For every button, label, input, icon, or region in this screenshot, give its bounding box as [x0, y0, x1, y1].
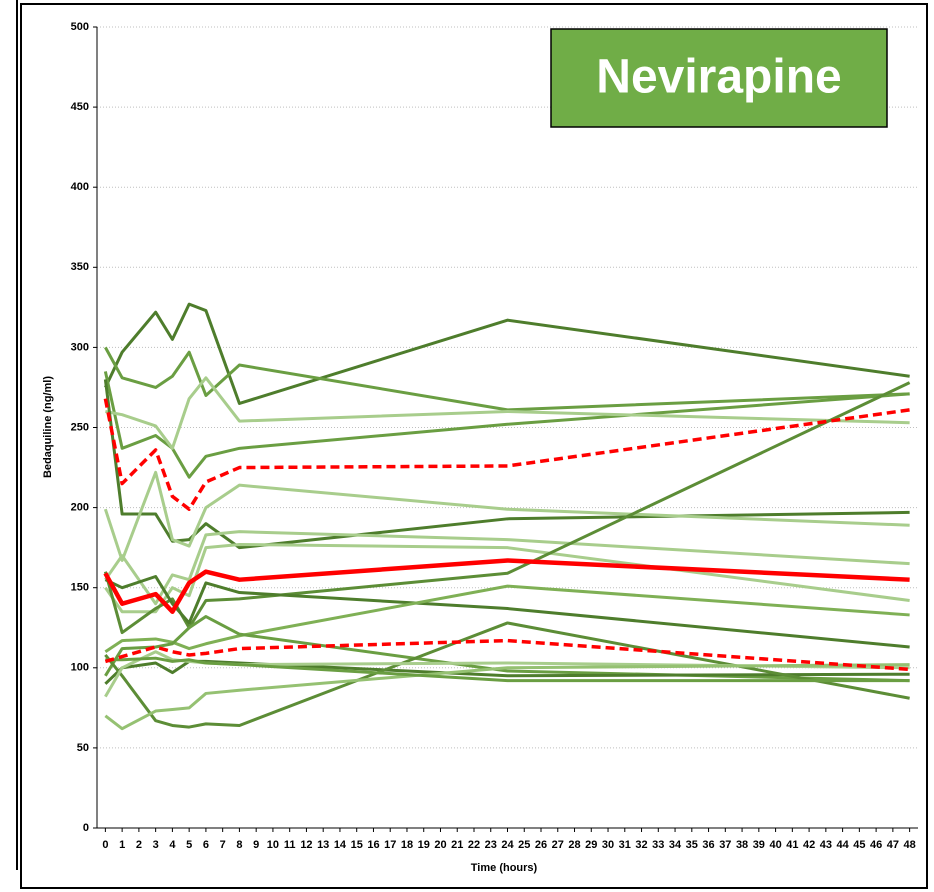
x-tick-label: 22: [468, 839, 480, 851]
series-line: [104, 542, 910, 614]
x-tick-label: 48: [903, 839, 915, 851]
x-tick-label: 42: [803, 839, 815, 851]
x-tick-label: 37: [719, 839, 731, 851]
x-tick-label: 6: [203, 839, 209, 851]
x-tick-label: 8: [236, 839, 242, 851]
x-tick-label: 32: [635, 839, 647, 851]
y-tick-label: 0: [83, 822, 89, 834]
x-tick-label: 44: [836, 839, 849, 851]
x-tick-label: 12: [300, 839, 312, 851]
x-tick-label: 21: [451, 839, 463, 851]
series-line: [103, 379, 910, 550]
x-tick-label: 24: [501, 839, 514, 851]
x-tick-label: 47: [887, 839, 899, 851]
x-tick-label: 39: [753, 839, 765, 851]
chart-border: [20, 3, 928, 889]
x-tick-label: 1: [119, 839, 125, 851]
title-box: [550, 28, 888, 128]
series-line: [104, 650, 910, 698]
x-tick-label: 2: [136, 839, 142, 851]
x-tick-label: 10: [267, 839, 279, 851]
x-tick-label: 11: [284, 839, 296, 851]
x-tick-label: 4: [169, 839, 176, 851]
series-line: [104, 302, 910, 405]
x-tick-label: 46: [870, 839, 882, 851]
x-tick-label: 34: [669, 839, 682, 851]
y-tick-label: 200: [71, 502, 89, 514]
series-line: [104, 584, 910, 654]
series-line: [103, 371, 910, 479]
x-tick-label: 0: [102, 839, 108, 851]
x-tick-label: 20: [434, 839, 446, 851]
x-tick-label: 31: [619, 839, 631, 851]
x-tick-label: 23: [485, 839, 497, 851]
x-tick-label: 30: [602, 839, 614, 851]
y-tick-label: 150: [71, 582, 89, 594]
series-line: [104, 346, 910, 412]
series-line: [104, 621, 910, 729]
y-tick-label: 450: [71, 101, 89, 113]
series-line: [105, 376, 910, 450]
x-tick-label: 26: [535, 839, 547, 851]
x-tick-label: 5: [186, 839, 192, 851]
y-tick-label: 100: [71, 662, 89, 674]
y-tick-label: 300: [71, 341, 89, 353]
y-tick-label: 500: [71, 21, 89, 33]
series-line: [103, 470, 910, 562]
series-line: [105, 656, 910, 683]
x-tick-label: 41: [786, 839, 798, 851]
x-tick-label: 33: [652, 839, 664, 851]
x-tick-label: 43: [820, 839, 832, 851]
x-tick-label: 35: [686, 839, 698, 851]
y-axis-label: Bedaquiline (ng/ml): [42, 376, 54, 478]
x-tick-label: 18: [401, 839, 413, 851]
y-tick-label: 400: [71, 181, 89, 193]
x-tick-label: 25: [518, 839, 530, 851]
x-tick-label: 15: [351, 839, 363, 851]
y-tick-label: 250: [71, 421, 89, 433]
series-line: [104, 530, 910, 606]
x-tick-label: 45: [853, 839, 865, 851]
lines: [103, 302, 911, 731]
x-tick-label: 13: [317, 839, 329, 851]
x-tick-label: 17: [384, 839, 396, 851]
x-tick-label: 36: [702, 839, 714, 851]
x-tick-label: 7: [220, 839, 226, 851]
x-tick-label: 16: [367, 839, 379, 851]
x-tick-label: 28: [568, 839, 580, 851]
y-tick-label: 50: [77, 742, 89, 754]
chart-title: Nevirapine: [596, 51, 841, 104]
series-line: [103, 398, 910, 511]
x-tick-label: 38: [736, 839, 748, 851]
x-tick-label: 19: [418, 839, 430, 851]
x-tick-label: 14: [334, 839, 347, 851]
x-tick-label: 27: [552, 839, 564, 851]
series-line: [103, 558, 910, 614]
x-tick-label: 40: [769, 839, 781, 851]
x-tick-label: 9: [253, 839, 259, 851]
series-line: [104, 638, 910, 672]
x-tick-label: 29: [585, 839, 597, 851]
x-axis-label: Time (hours): [471, 862, 538, 874]
x-tick-label: 3: [153, 839, 159, 851]
y-tick-label: 350: [71, 261, 89, 273]
